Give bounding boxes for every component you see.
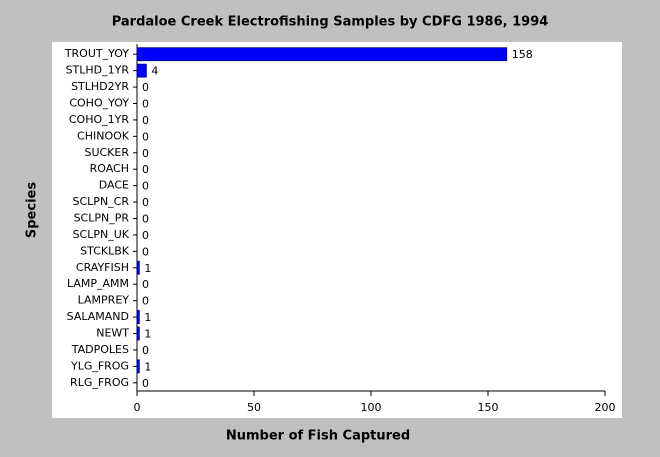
y-tick-label: TADPOLES [71, 343, 129, 356]
value-label: 0 [142, 163, 149, 176]
value-label: 0 [142, 147, 149, 160]
value-label: 1 [144, 262, 151, 275]
y-tick-label: SCLPN_PR [74, 212, 130, 225]
x-tick-label: 100 [361, 401, 382, 414]
value-label: 0 [142, 377, 149, 390]
chart-title: Pardaloe Creek Electrofishing Samples by… [112, 15, 549, 30]
bar [136, 260, 140, 275]
x-tick-label: 200 [595, 401, 616, 414]
value-label: 0 [142, 114, 149, 127]
x-tick-label: 150 [478, 401, 499, 414]
y-tick-label: LAMPREY [78, 294, 130, 307]
value-label: 0 [142, 98, 149, 111]
y-tick-label: NEWT [96, 327, 129, 340]
y-tick-label: LAMP_AMM [67, 277, 129, 290]
value-label: 0 [142, 180, 149, 193]
y-tick-label: COHO_1YR [69, 113, 129, 126]
y-tick-label: SALAMAND [67, 310, 129, 323]
bar [136, 326, 140, 341]
y-tick-label: SCLPN_CR [73, 195, 130, 208]
y-tick-label: STLHD_1YR [66, 64, 130, 77]
plot-panel [52, 42, 622, 418]
value-label: 0 [142, 130, 149, 143]
value-label: 0 [142, 229, 149, 242]
value-label: 0 [142, 196, 149, 209]
value-label: 0 [142, 295, 149, 308]
bar [136, 310, 140, 324]
x-tick-label: 50 [247, 401, 261, 414]
y-axis-label: Species [25, 182, 40, 238]
bar [136, 63, 147, 78]
bar [136, 47, 508, 62]
y-tick-label: DACE [99, 179, 129, 192]
value-label: 1 [144, 311, 151, 324]
value-label: 4 [151, 65, 158, 78]
bar [136, 359, 140, 374]
y-tick-label: RLG_FROG [70, 376, 129, 389]
value-label: 0 [142, 213, 149, 226]
y-tick-label: SCLPN_UK [73, 228, 130, 241]
x-axis-label: Number of Fish Captured [226, 429, 410, 444]
y-tick-label: CRAYFISH [76, 261, 129, 274]
value-label: 0 [142, 81, 149, 94]
y-tick-label: YLG_FROG [70, 359, 129, 372]
value-label: 1 [144, 360, 151, 373]
y-tick-label: CHINOOK [77, 129, 130, 142]
x-tick-label: 0 [134, 401, 141, 414]
value-label: 0 [142, 278, 149, 291]
value-label: 0 [142, 344, 149, 357]
y-tick-label: TROUT_YOY [64, 47, 129, 60]
y-tick-label: COHO_YOY [69, 97, 129, 110]
y-tick-label: STLHD2YR [71, 80, 129, 93]
value-label: 1 [144, 328, 151, 341]
value-label: 0 [142, 245, 149, 258]
y-tick-label: SUCKER [84, 146, 129, 159]
y-tick-label: ROACH [90, 162, 129, 175]
value-label: 158 [512, 48, 533, 61]
y-tick-label: STCKLBK [80, 244, 130, 257]
